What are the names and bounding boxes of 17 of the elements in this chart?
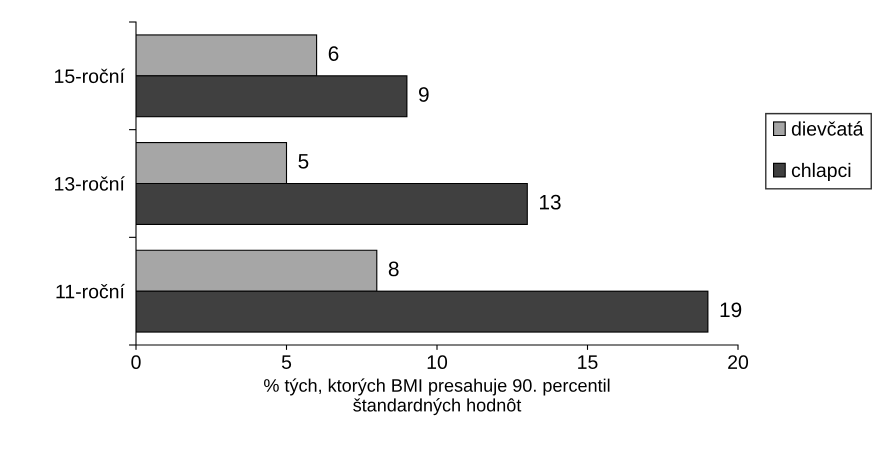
data-label: 6: [328, 46, 338, 61]
x-axis-title: % tých, ktorých BMI presahuje 90. percentil štandardných hodnôt: [264, 378, 610, 416]
x-tick-label: 0: [131, 355, 141, 370]
x-tick-label: 5: [282, 355, 292, 370]
y-tick-label: 15-roční: [55, 68, 125, 84]
y-tick-label: 11-roční: [56, 284, 125, 298]
data-label: 13: [540, 194, 561, 210]
data-label: 9: [418, 87, 429, 102]
x-tick-label: 20: [728, 355, 748, 370]
y-tick-label: 13-roční: [55, 176, 125, 191]
data-label: 8: [388, 262, 399, 276]
legend-label: chlapci: [792, 162, 850, 181]
data-label: 19: [720, 302, 742, 318]
data-label: 5: [298, 154, 308, 169]
x-tick-label: 10: [428, 355, 448, 370]
legend-label: dievčatá: [792, 121, 864, 136]
x-tick-label: 15: [578, 355, 598, 370]
